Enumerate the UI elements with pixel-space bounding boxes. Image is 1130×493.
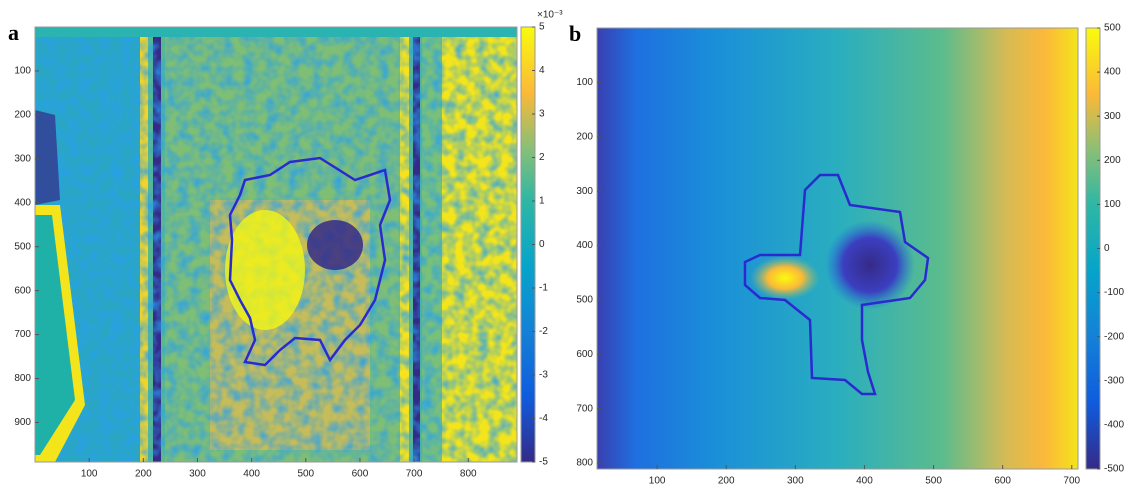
x-tick-label: 800: [460, 469, 477, 480]
colorbar-tick-label: -3: [539, 370, 548, 381]
y-tick-label: 800: [576, 458, 593, 469]
y-tick-label: 300: [14, 153, 31, 164]
y-tick-label: 600: [14, 285, 31, 296]
x-tick-label: 700: [1063, 476, 1080, 487]
colorbar-tick-label: 3: [539, 109, 545, 120]
x-tick-label: 600: [994, 476, 1011, 487]
colorbar-exponent: ×10⁻³: [537, 10, 563, 21]
y-tick-label: 300: [576, 186, 593, 197]
colorbar-tick-label: 2: [539, 152, 545, 163]
y-tick-label: 100: [14, 66, 31, 77]
colorbar-tick-label: -1: [539, 283, 548, 294]
colorbar-tick-label: 1: [539, 196, 545, 207]
colorbar-tick-label: 0: [1104, 243, 1110, 254]
colorbar-tick-label: 5: [539, 22, 545, 33]
y-tick-label: 400: [14, 197, 31, 208]
y-tick-label: 200: [14, 110, 31, 121]
y-tick-label: 700: [576, 403, 593, 414]
colorbar-tick-label: -4: [539, 413, 548, 424]
x-tick-label: 300: [787, 476, 804, 487]
y-tick-label: 200: [576, 131, 593, 142]
y-tick-label: 600: [576, 349, 593, 360]
x-tick-label: 100: [649, 476, 666, 487]
colorbar-tick-label: 500: [1104, 23, 1121, 34]
y-tick-label: 500: [14, 241, 31, 252]
x-tick-label: 300: [189, 469, 206, 480]
y-tick-label: 700: [14, 329, 31, 340]
y-tick-label: 100: [576, 77, 593, 88]
colorbar-tick-label: 0: [539, 239, 545, 250]
x-tick-label: 200: [718, 476, 735, 487]
heatmap-a: [35, 27, 517, 462]
x-tick-label: 600: [352, 469, 369, 480]
x-tick-label: 100: [81, 469, 98, 480]
colorbar-tick-label: 4: [539, 65, 545, 76]
y-tick-label: 800: [14, 373, 31, 384]
x-tick-label: 200: [135, 469, 152, 480]
y-tick-label: 400: [576, 240, 593, 251]
colorbar-tick-label: -2: [539, 326, 548, 337]
colorbar-tick-label: -200: [1104, 331, 1124, 342]
panel-label: a: [8, 20, 19, 45]
colorbar-tick-label: -100: [1104, 287, 1124, 298]
colorbar-tick-label: -500: [1104, 464, 1124, 475]
y-tick-label: 900: [14, 417, 31, 428]
heatmap-b: [597, 28, 1078, 469]
x-tick-label: 400: [856, 476, 873, 487]
colorbar-tick-label: 300: [1104, 111, 1121, 122]
y-tick-label: 500: [576, 295, 593, 306]
x-tick-label: 500: [297, 469, 314, 480]
panel-label: b: [569, 21, 581, 46]
colorbar-tick-label: -5: [539, 457, 548, 468]
x-tick-label: 500: [925, 476, 942, 487]
colorbar-tick-label: 400: [1104, 67, 1121, 78]
x-tick-label: 400: [243, 469, 260, 480]
colorbar-tick-label: -400: [1104, 420, 1124, 431]
x-tick-label: 700: [406, 469, 423, 480]
colorbar-tick-label: -300: [1104, 375, 1124, 386]
colorbar-tick-label: 100: [1104, 199, 1121, 210]
colorbar-tick-label: 200: [1104, 155, 1121, 166]
